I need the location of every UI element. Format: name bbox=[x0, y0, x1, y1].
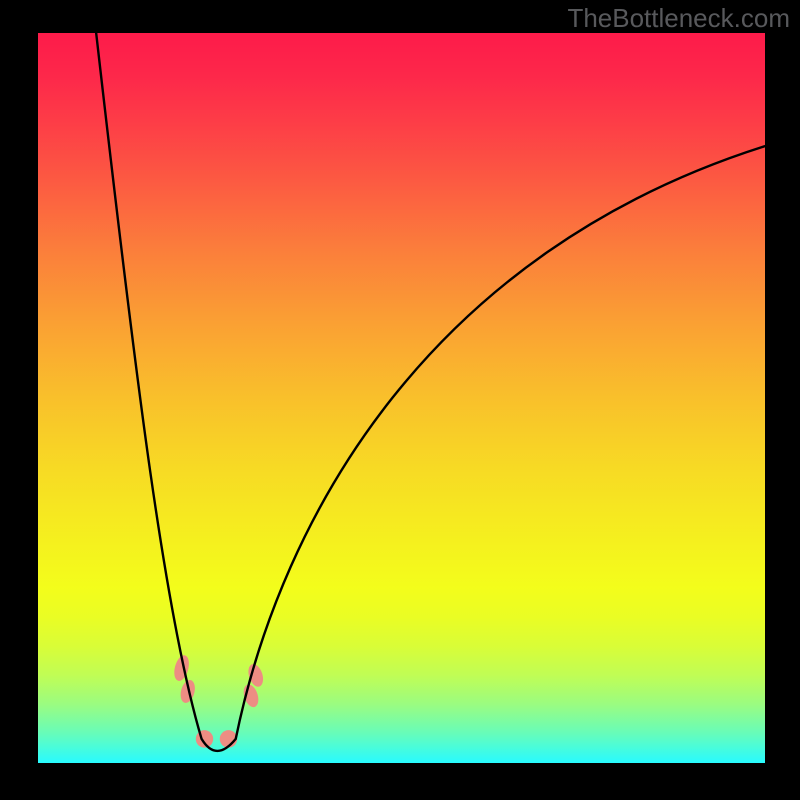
watermark-text: TheBottleneck.com bbox=[567, 3, 790, 34]
canvas: TheBottleneck.com bbox=[0, 0, 800, 800]
plot-area bbox=[38, 33, 765, 763]
gradient-background bbox=[38, 33, 765, 763]
bottleneck-curve-chart bbox=[38, 33, 765, 763]
